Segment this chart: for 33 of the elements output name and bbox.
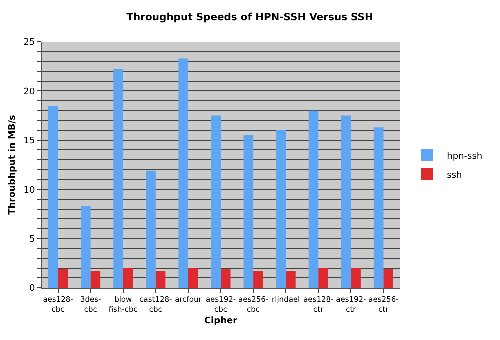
bar <box>48 106 58 288</box>
y-tick-label: 0 <box>29 284 36 294</box>
x-axis-title: Cipher <box>204 316 238 327</box>
bar <box>254 271 264 288</box>
bar <box>58 269 68 288</box>
bar <box>156 271 166 288</box>
bar <box>114 70 124 288</box>
y-tick-label: 15 <box>24 136 36 147</box>
bar <box>384 269 394 288</box>
y-tick-label: 20 <box>24 87 36 98</box>
bar <box>318 268 328 288</box>
bar <box>211 116 221 288</box>
bar <box>351 268 361 288</box>
bar <box>178 58 188 288</box>
legend-label: ssh <box>447 171 462 182</box>
bar <box>276 130 286 288</box>
bar <box>341 116 352 288</box>
legend-label: hpn-ssh <box>447 152 483 162</box>
bar <box>286 271 296 288</box>
bar <box>123 268 134 288</box>
y-axis-title: Throubhput in MB/s <box>8 115 18 215</box>
y-tick-label: 25 <box>24 38 36 48</box>
bar <box>146 170 156 288</box>
bar <box>188 268 198 288</box>
bar <box>221 269 231 288</box>
bar <box>90 271 101 288</box>
bar <box>244 135 254 288</box>
bar <box>374 128 384 288</box>
y-tick-label: 5 <box>29 234 36 245</box>
y-tick-label: 10 <box>24 186 36 196</box>
chart-title: Throughput Speeds of HPN-SSH Versus SSH <box>126 12 374 24</box>
bar <box>81 206 91 288</box>
bar <box>308 110 319 288</box>
